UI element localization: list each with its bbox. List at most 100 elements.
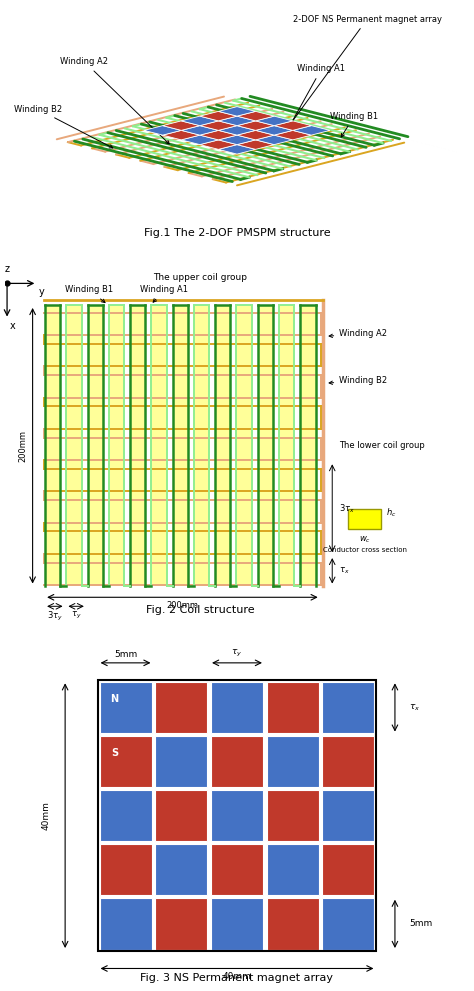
Text: $3\tau_x$: $3\tau_x$ — [339, 502, 355, 514]
Polygon shape — [219, 135, 255, 145]
Text: $\tau_y$: $\tau_y$ — [71, 609, 82, 621]
Bar — [100, 736, 152, 787]
Text: z: z — [5, 265, 10, 275]
Text: $\tau_y$: $\tau_y$ — [231, 648, 243, 659]
Text: The lower coil group: The lower coil group — [339, 441, 425, 450]
Polygon shape — [219, 126, 255, 135]
Polygon shape — [293, 126, 330, 135]
Bar — [155, 898, 207, 949]
Text: $h_c$: $h_c$ — [386, 506, 396, 519]
Text: Fig. 3 NS Permanent magnet array: Fig. 3 NS Permanent magnet array — [140, 972, 334, 982]
Bar — [155, 844, 207, 896]
Bar — [211, 790, 263, 841]
Polygon shape — [200, 111, 237, 121]
Bar — [279, 305, 294, 587]
Polygon shape — [163, 131, 200, 140]
Bar — [155, 790, 207, 841]
Polygon shape — [200, 140, 237, 150]
Bar — [258, 305, 273, 587]
Bar — [267, 844, 319, 896]
Text: Winding B1: Winding B1 — [65, 285, 113, 302]
Bar — [100, 682, 152, 733]
Bar — [100, 736, 152, 787]
Bar — [88, 305, 103, 587]
Bar — [100, 898, 152, 949]
Text: N: N — [110, 695, 118, 705]
Text: 200mm: 200mm — [166, 601, 199, 609]
Bar — [155, 736, 207, 787]
Polygon shape — [255, 126, 293, 135]
Text: Winding A2: Winding A2 — [329, 329, 387, 338]
Bar — [100, 844, 152, 896]
Bar — [322, 736, 374, 787]
Bar — [211, 736, 263, 787]
Polygon shape — [237, 121, 274, 131]
Text: $3\tau_y$: $3\tau_y$ — [47, 609, 63, 623]
Text: Winding B1: Winding B1 — [330, 112, 378, 137]
Bar — [100, 682, 152, 733]
Text: Conductor cross section: Conductor cross section — [323, 547, 407, 553]
Bar — [155, 790, 207, 841]
Text: 5mm: 5mm — [409, 920, 432, 929]
Polygon shape — [163, 121, 200, 131]
Bar — [267, 682, 319, 733]
Text: The upper coil group: The upper coil group — [153, 273, 247, 281]
Bar — [322, 898, 374, 949]
Polygon shape — [200, 131, 237, 140]
Text: $w_c$: $w_c$ — [359, 534, 371, 545]
Polygon shape — [181, 116, 219, 126]
Polygon shape — [200, 121, 237, 131]
Bar — [322, 790, 374, 841]
Bar — [237, 305, 252, 587]
Bar — [173, 305, 188, 587]
Text: $\tau_x$: $\tau_x$ — [339, 566, 350, 576]
Bar — [267, 736, 319, 787]
Bar — [267, 844, 319, 896]
Polygon shape — [181, 126, 219, 135]
Bar — [130, 305, 146, 587]
Polygon shape — [219, 116, 255, 126]
Bar — [322, 844, 374, 896]
Bar — [194, 305, 209, 587]
Bar — [322, 790, 374, 841]
Bar — [211, 844, 263, 896]
Bar — [267, 790, 319, 841]
Bar — [211, 682, 263, 733]
Bar — [348, 509, 381, 529]
Polygon shape — [219, 145, 255, 155]
Polygon shape — [255, 135, 293, 145]
Bar — [155, 682, 207, 733]
Polygon shape — [144, 126, 181, 135]
Text: 40mm: 40mm — [223, 972, 251, 981]
Bar — [155, 898, 207, 949]
Text: $\tau_x$: $\tau_x$ — [409, 703, 420, 713]
Bar — [322, 682, 374, 733]
Polygon shape — [274, 131, 311, 140]
Text: Winding A1: Winding A1 — [285, 64, 346, 134]
Bar — [322, 898, 374, 949]
Bar — [98, 681, 376, 951]
Text: Fig. 2 Coil structure: Fig. 2 Coil structure — [146, 606, 254, 615]
Bar — [211, 898, 263, 949]
Text: Winding A2: Winding A2 — [61, 57, 169, 144]
Bar — [322, 844, 374, 896]
Bar — [211, 790, 263, 841]
Bar — [267, 682, 319, 733]
Bar — [66, 305, 82, 587]
Bar — [100, 790, 152, 841]
Polygon shape — [255, 116, 293, 126]
Polygon shape — [237, 140, 274, 150]
Bar — [215, 305, 230, 587]
Polygon shape — [219, 107, 255, 116]
Bar — [267, 790, 319, 841]
Bar — [322, 736, 374, 787]
Text: Fig.1 The 2-DOF PMSPM structure: Fig.1 The 2-DOF PMSPM structure — [144, 228, 330, 238]
Text: Winding A1: Winding A1 — [140, 285, 189, 302]
Polygon shape — [274, 121, 311, 131]
Bar — [300, 305, 316, 587]
Bar — [211, 682, 263, 733]
Text: S: S — [111, 748, 118, 758]
Bar — [100, 790, 152, 841]
Bar — [109, 305, 124, 587]
Text: Winding B2: Winding B2 — [329, 377, 387, 385]
